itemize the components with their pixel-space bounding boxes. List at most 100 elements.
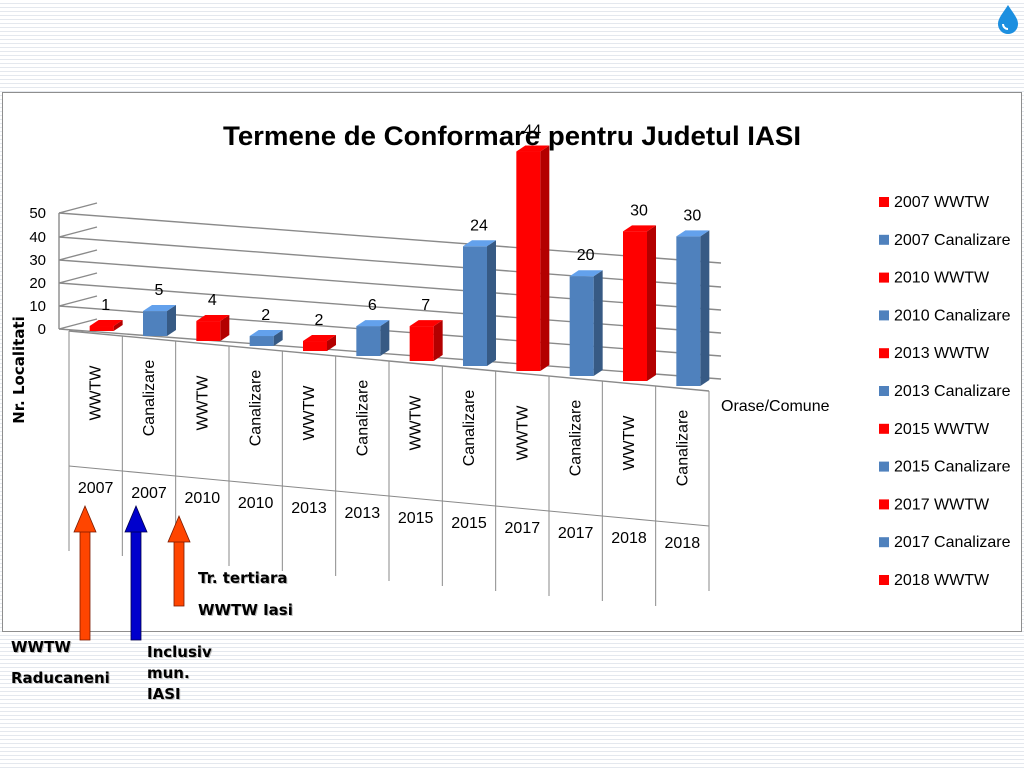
bar-top [676, 230, 710, 237]
category-row-line [655, 520, 710, 527]
y-tick-label-40: 40 [29, 229, 46, 246]
data-label-2017-wwtw: 44 [523, 123, 541, 140]
category-year-label: 2015 [398, 510, 434, 527]
water-drop-icon [996, 4, 1020, 39]
category-row-line [495, 505, 550, 512]
legend-swatch [879, 499, 889, 510]
chart-frame: Termene de Conformare pentru Judetul IAS… [2, 92, 1022, 632]
bar-side [327, 335, 336, 351]
data-label-2015-canalizare: 24 [470, 217, 488, 234]
legend-swatch [879, 310, 889, 321]
bar-front [516, 151, 541, 371]
legend-swatch [879, 537, 889, 548]
bar-front [89, 326, 114, 331]
bar-side [380, 320, 390, 356]
bar-2018-wwtw [623, 225, 656, 381]
bar-top [623, 225, 656, 232]
bar-side [700, 230, 710, 386]
annotation-tertiara-line2: WWTW Iasi [198, 601, 293, 619]
bar-top [356, 320, 390, 327]
category-year-label: 2018 [611, 530, 647, 547]
bar-front [676, 236, 701, 386]
y-tick-label-20: 20 [29, 275, 46, 292]
bar-top [196, 315, 230, 322]
bar-top [89, 320, 123, 327]
category-type-label: WWTW [194, 375, 211, 431]
bar-front [623, 231, 647, 381]
category-type-label: Canalizare [674, 410, 691, 487]
data-label-2018-canalizare: 30 [683, 207, 701, 224]
legend-item-label: 2015 Canalizare [894, 459, 1011, 476]
y-axis-title: Nr. Localitati [10, 316, 28, 424]
bar-side [273, 330, 283, 346]
bar-side [540, 145, 550, 371]
bar-front [356, 326, 381, 356]
gridline-0 [58, 328, 722, 380]
category-type-label: WWTW [301, 385, 318, 441]
bar-2017-canalizare [569, 270, 603, 376]
legend-item-label: 2015 WWTW [894, 421, 990, 438]
category-row-line [388, 495, 443, 502]
bar-top [249, 330, 283, 337]
legend-swatch [879, 272, 889, 283]
gridline-50 [58, 212, 722, 264]
bar-2007-wwtw [89, 320, 123, 331]
bar-front [249, 336, 274, 346]
category-row-line [602, 515, 656, 522]
bar-front [569, 276, 594, 376]
category-row-line [228, 480, 283, 487]
category-row-line [282, 485, 336, 492]
category-year-label: 2013 [291, 500, 327, 517]
y-tick-label-50: 50 [29, 205, 46, 222]
legend-swatch [879, 234, 889, 245]
data-label-2007-wwtw: 1 [101, 297, 110, 314]
gridline-30 [58, 259, 722, 311]
legend-swatch [879, 386, 889, 396]
bar-2017-wwtw [516, 145, 550, 371]
category-year-label: 2015 [451, 515, 487, 532]
bar-side [647, 225, 656, 381]
y-tick-label-30: 30 [29, 252, 46, 269]
legend-item-label: 2013 Canalizare [894, 383, 1011, 400]
category-row-line [68, 465, 123, 472]
category-year-label: 2017 [505, 520, 541, 537]
bar-2015-canalizare [463, 240, 496, 366]
category-year-label: 2013 [345, 505, 381, 522]
bar-top [143, 305, 176, 312]
bar-2010-wwtw [196, 315, 230, 341]
legend-swatch [879, 197, 889, 207]
x-axis-title: Orase/Comune [721, 398, 830, 415]
gridline-20 [58, 282, 722, 334]
category-year-label: 2018 [665, 535, 701, 552]
category-type-label: Canalizare [141, 360, 158, 437]
category-year-label: 2017 [558, 525, 594, 542]
category-type-label: Canalizare [354, 380, 371, 457]
annotation-iasi-line1: Inclusiv [147, 643, 212, 661]
data-label-2013-wwtw: 2 [315, 312, 324, 329]
gridline-side-0 [58, 318, 98, 330]
category-year-label: 2007 [131, 485, 167, 502]
category-row-line [442, 500, 496, 507]
bar-2018-canalizare [676, 230, 710, 386]
data-label-2010-canalizare: 2 [261, 307, 270, 324]
category-type-label: Canalizare [461, 390, 478, 467]
legend-item-label: 2018 WWTW [894, 572, 990, 589]
bar-front [463, 246, 487, 366]
category-year-label: 2010 [238, 495, 274, 512]
bar-2015-wwtw [409, 320, 443, 361]
legend-swatch [879, 575, 889, 585]
annotation-raducaneni-line1: WWTW [11, 638, 71, 656]
bar-top [569, 270, 603, 277]
bar-2010-canalizare [249, 330, 283, 346]
chart-title: Termene de Conformare pentru Judetul IAS… [223, 121, 801, 151]
bar-top [303, 335, 336, 342]
bar-side [220, 315, 230, 341]
annotation-iasi-line2: mun. [147, 664, 190, 682]
gridline-side-10 [58, 295, 98, 307]
gridline-side-30 [58, 249, 98, 261]
bar-side [487, 240, 496, 366]
annotation-raducaneni-line2: Raducaneni [11, 669, 110, 687]
bar-top [516, 145, 550, 152]
gridline-side-50 [58, 202, 98, 214]
y-tick-label-10: 10 [29, 298, 46, 315]
